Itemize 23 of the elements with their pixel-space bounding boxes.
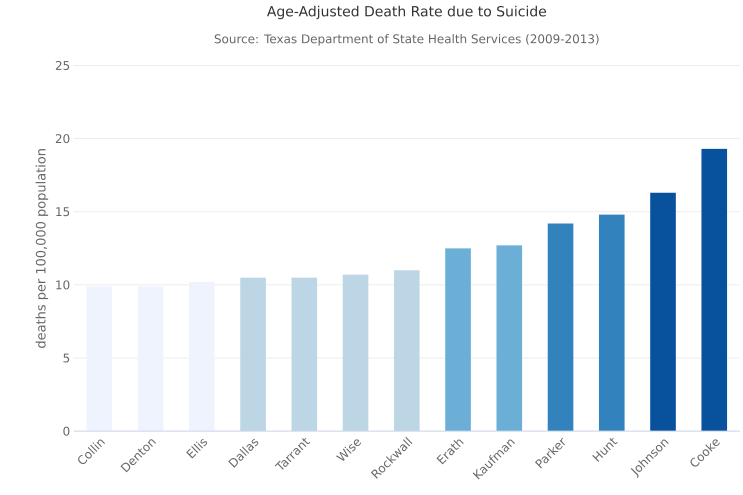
bar (138, 286, 164, 432)
y-tick-label: 0 (63, 426, 70, 436)
chart-subtitle: Source: Texas Department of State Health Services (2009-2013) (214, 34, 599, 46)
bar (496, 245, 522, 432)
bar (189, 282, 215, 432)
y-tick-label: 25 (56, 60, 70, 70)
bar (598, 214, 625, 432)
bar (394, 270, 420, 432)
bar (86, 286, 112, 432)
y-tick-label: 10 (56, 280, 70, 290)
bar (342, 274, 368, 432)
y-tick-label: 15 (56, 207, 70, 216)
chart-title: Age-Adjusted Death Rate due to Suicide (266, 6, 546, 20)
bar (240, 278, 266, 432)
y-tick-label: 5 (64, 354, 70, 362)
bar (701, 148, 728, 432)
bar (650, 192, 676, 432)
bar (548, 223, 574, 432)
y-tick-label: 20 (56, 134, 70, 144)
x-tick-label: Ellis (186, 438, 208, 459)
y-axis-title: deaths per 100,000 population (36, 149, 48, 348)
bar (291, 278, 318, 432)
bar (445, 248, 471, 432)
